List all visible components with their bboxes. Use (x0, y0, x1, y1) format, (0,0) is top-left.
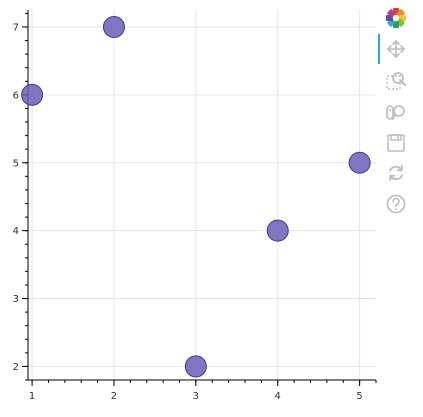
x-tick-label: 2 (111, 391, 117, 402)
bokeh-logo-icon[interactable] (381, 4, 411, 32)
save-tool-button[interactable] (381, 129, 411, 157)
box-zoom-tool-button[interactable] (381, 67, 411, 95)
wheel-zoom-tool-button[interactable] (381, 99, 411, 127)
y-tick-label: 6 (13, 90, 19, 101)
save-icon (387, 134, 405, 152)
scatter-point (21, 83, 44, 106)
y-tick-label: 4 (13, 226, 19, 237)
axes: 1 2 3 4 5 2 3 4 5 6 7 (13, 10, 377, 402)
x-tick-label: 1 (29, 391, 35, 402)
box-zoom-icon (386, 72, 407, 90)
scatter-point (184, 355, 207, 378)
help-icon (386, 194, 406, 214)
y-tick-label: 5 (13, 158, 19, 169)
data-points (21, 15, 371, 378)
scatter-point (348, 151, 371, 174)
y-tick-label: 3 (13, 294, 19, 305)
move-arrows-icon (387, 40, 405, 58)
plot-toolbar (376, 0, 423, 413)
scatter-plot[interactable]: 1 2 3 4 5 2 3 4 5 6 7 (0, 0, 380, 413)
active-tool-indicator (378, 34, 380, 64)
reset-tool-button[interactable] (381, 159, 411, 187)
scatter-point (266, 219, 289, 242)
wheel-zoom-icon (386, 105, 405, 120)
y-tick-label: 2 (13, 362, 19, 373)
y-tick-label: 7 (13, 22, 19, 33)
x-tick-label: 3 (193, 391, 199, 402)
x-tick-label: 5 (356, 391, 362, 402)
grid-lines (28, 10, 376, 380)
reset-icon (389, 165, 403, 181)
pan-tool-button[interactable] (381, 35, 411, 63)
x-tick-label: 4 (275, 391, 281, 402)
chart-canvas[interactable]: 1 2 3 4 5 2 3 4 5 6 7 (0, 0, 380, 413)
help-tool-button[interactable] (381, 190, 411, 218)
scatter-point (102, 15, 125, 38)
